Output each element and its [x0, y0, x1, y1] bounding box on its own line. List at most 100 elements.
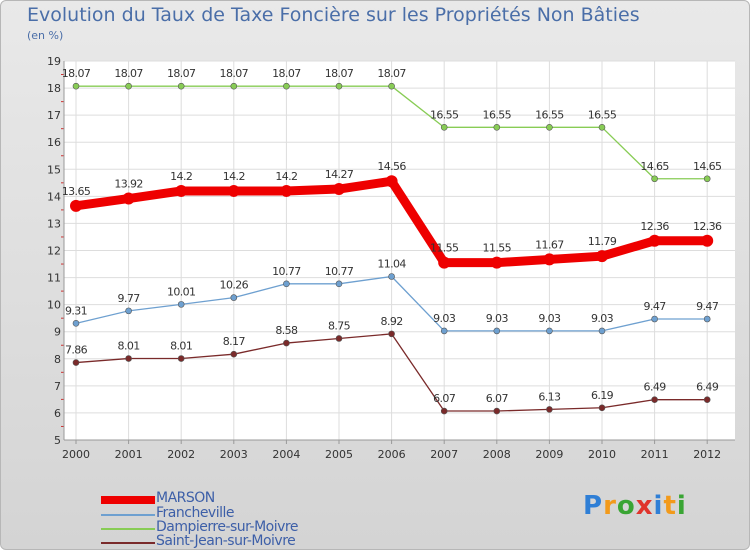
data-label: 9.03: [591, 312, 614, 325]
x-tick-label: 2004: [272, 448, 300, 461]
data-point: [493, 124, 501, 131]
y-tick-label: 11: [47, 272, 61, 285]
data-point: [546, 406, 553, 413]
logo-letter: r: [603, 491, 617, 521]
data-label: 18.07: [220, 67, 249, 80]
data-label: 7.86: [65, 344, 88, 357]
series-dampierre-sur-moivre: 18.07 18.07 18.07 18.07 18.07 18.07 18.07 16.55…: [62, 67, 723, 183]
data-point: [493, 327, 501, 335]
x-tick-label: 2002: [167, 448, 195, 461]
data-point: [230, 350, 238, 358]
logo-letter: i: [653, 491, 664, 521]
logo-letter: i: [676, 491, 687, 521]
data-point: [651, 175, 658, 183]
data-point: [596, 250, 608, 263]
series-francheville: 9.31 9.77 10.01 10.26 10.77 10.77 11.04 9.03 9.0…: [65, 257, 719, 335]
data-point: [703, 315, 711, 323]
data-point: [703, 175, 711, 183]
proxiti-logo: Proxiti: [583, 491, 687, 521]
data-point: [283, 339, 290, 347]
data-label: 6.49: [644, 381, 667, 394]
data-point: [283, 82, 290, 90]
x-tick-label: 2012: [693, 448, 721, 461]
data-label: 18.07: [62, 67, 91, 80]
legend-label: Francheville: [156, 505, 235, 521]
data-point: [230, 294, 238, 301]
x-tick-label: 2011: [641, 448, 669, 461]
data-label: 12.36: [640, 220, 669, 233]
data-label: 16.55: [483, 108, 512, 121]
data-label: 14.65: [693, 160, 722, 173]
data-label: 9.77: [118, 292, 141, 305]
logo-letter: o: [616, 491, 636, 521]
data-point: [438, 256, 451, 269]
data-label: 11.04: [377, 257, 406, 270]
data-point: [283, 280, 290, 288]
y-tick-label: 15: [47, 163, 61, 176]
y-tick-label: 7: [54, 380, 61, 393]
data-point: [280, 184, 293, 197]
data-label: 8.01: [170, 340, 192, 353]
data-label: 18.07: [377, 67, 406, 80]
data-point: [598, 327, 606, 335]
data-point: [651, 315, 658, 323]
data-point: [388, 330, 395, 338]
logo-letter: t: [663, 491, 677, 521]
data-point: [598, 124, 606, 131]
y-tick-label: 10: [47, 299, 61, 312]
legend-swatch: [101, 528, 155, 530]
legend-label: Saint-Jean-sur-Moivre: [156, 533, 296, 549]
data-label: 11.67: [535, 238, 564, 251]
data-point: [175, 184, 188, 197]
y-tick-label: 17: [47, 109, 61, 122]
data-label: 8.58: [275, 324, 298, 337]
data-point: [385, 175, 398, 188]
data-label: 8.17: [223, 335, 246, 348]
data-point: [177, 301, 185, 308]
y-tick-label: 19: [47, 55, 61, 68]
data-label: 8.92: [381, 315, 403, 328]
x-tick-label: 2005: [325, 448, 353, 461]
data-label: 8.01: [118, 340, 140, 353]
data-point: [335, 280, 343, 288]
data-label: 9.31: [65, 304, 87, 317]
data-label: 14.56: [377, 160, 406, 173]
data-point: [72, 320, 80, 327]
data-label: 8.75: [328, 319, 351, 332]
data-label: 14.65: [640, 160, 669, 173]
data-point: [703, 396, 711, 403]
legend-swatch: [101, 514, 155, 516]
data-label: 16.55: [535, 108, 564, 121]
legend-swatch: [101, 542, 155, 544]
data-label: 10.01: [167, 285, 196, 298]
data-point: [122, 192, 135, 205]
legend-label: MARSON: [156, 490, 215, 506]
x-tick-label: 2001: [115, 448, 143, 461]
data-label: 9.03: [538, 312, 561, 325]
data-point: [546, 327, 553, 335]
data-point: [177, 355, 185, 362]
data-point: [335, 335, 343, 342]
data-point: [125, 307, 132, 315]
data-label: 6.07: [486, 392, 509, 405]
data-label: 18.07: [167, 67, 196, 80]
data-label: 10.77: [272, 265, 301, 278]
data-label: 16.55: [430, 108, 459, 121]
data-label: 9.03: [433, 312, 456, 325]
y-tick-label: 16: [47, 136, 61, 149]
data-point: [125, 82, 132, 90]
data-point: [651, 396, 658, 403]
data-point: [72, 359, 80, 366]
data-label: 6.13: [538, 390, 561, 403]
chart-title: Evolution du Taux de Taxe Foncière sur l…: [27, 4, 640, 26]
y-tick-label: 9: [54, 326, 61, 339]
data-point: [440, 407, 448, 415]
y-tick-label: 12: [47, 245, 61, 258]
x-tick-label: 2007: [430, 448, 458, 461]
data-point: [72, 82, 80, 90]
y-tick-label: 18: [47, 82, 61, 95]
data-point: [493, 407, 501, 415]
data-point: [333, 183, 345, 196]
data-label: 16.55: [588, 108, 617, 121]
